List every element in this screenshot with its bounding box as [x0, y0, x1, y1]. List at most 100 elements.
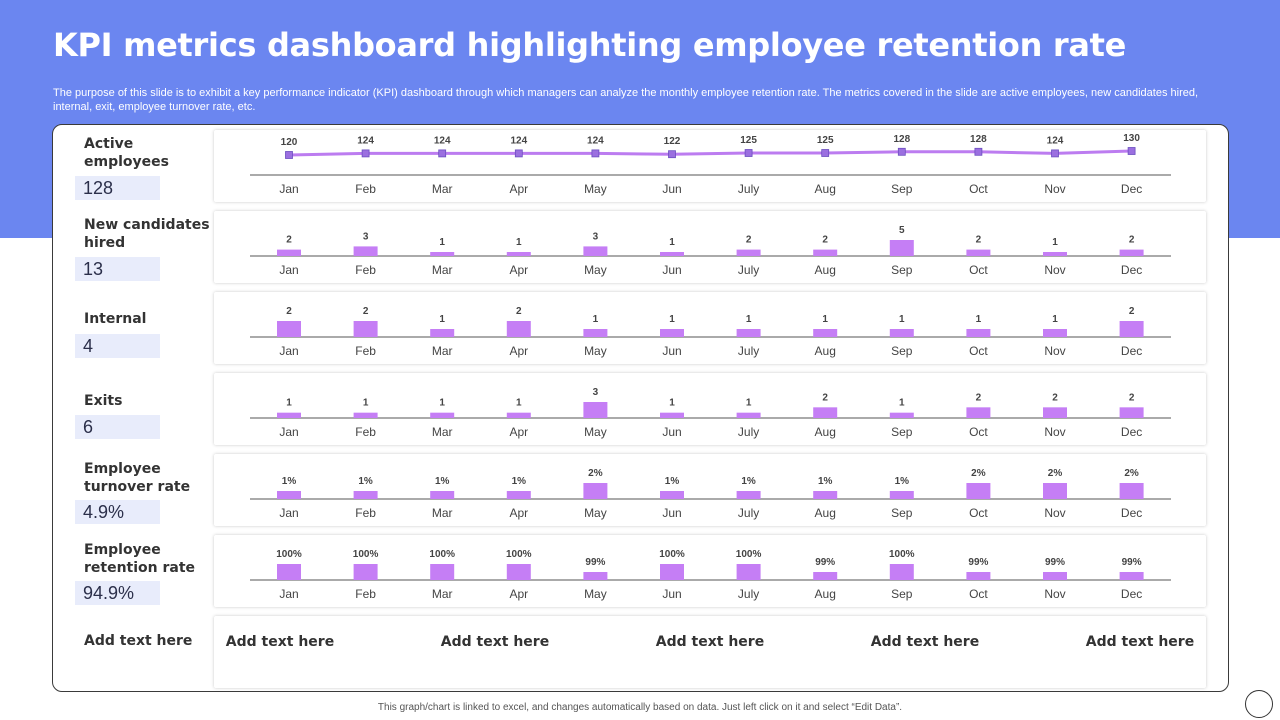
metric-value-exits: 6 [75, 415, 160, 439]
tick-label-apr: Apr [509, 506, 528, 520]
tick-label-aug: Aug [815, 425, 836, 439]
data-label: 2 [976, 392, 982, 403]
bar [736, 564, 761, 580]
bar [813, 491, 838, 499]
data-label: 1% [895, 476, 910, 487]
metric-value-new-candidates: 13 [75, 257, 160, 281]
tick-label-nov: Nov [1044, 263, 1065, 277]
bar [1119, 321, 1144, 337]
chart-panel-active-employees [214, 130, 1206, 202]
tick-label-aug: Aug [815, 344, 836, 358]
bar [1043, 407, 1067, 418]
bar [889, 564, 914, 580]
tick-label-apr: Apr [509, 182, 528, 196]
bar [430, 564, 455, 580]
bar [353, 491, 378, 499]
bar [813, 572, 838, 580]
data-label: 1% [435, 476, 450, 487]
tick-label-aug: Aug [815, 506, 836, 520]
tick-label-sep: Sep [891, 182, 913, 196]
bar [277, 249, 301, 256]
tick-label-mar: Mar [432, 425, 453, 439]
bar [813, 329, 838, 337]
data-label: 125 [740, 135, 757, 146]
tick-label-feb: Feb [355, 263, 376, 277]
chart-active-employees: Jan Feb Mar Apr May Jun July Aug Sep Oct Nov Dec 120… [250, 133, 1171, 196]
data-label: 100% [353, 549, 379, 560]
data-label: 1 [439, 237, 445, 248]
tick-label-may: May [584, 425, 607, 439]
add-text-4: Add text here [870, 634, 980, 650]
bar [353, 246, 378, 256]
data-point [744, 149, 753, 157]
data-label: 124 [587, 135, 604, 146]
data-label: 2% [588, 468, 603, 479]
tick-label-dec: Dec [1121, 425, 1142, 439]
tick-label-jan: Jan [279, 587, 298, 601]
tick-label-sep: Sep [891, 344, 913, 358]
bar [889, 491, 914, 499]
data-label: 2 [746, 235, 752, 246]
tick-label-jan: Jan [279, 182, 298, 196]
data-label: 1% [512, 476, 527, 487]
tick-label-oct: Oct [969, 182, 988, 196]
bar [506, 412, 531, 418]
data-label: 5 [899, 225, 905, 236]
tick-label-mar: Mar [432, 182, 453, 196]
tick-label-oct: Oct [969, 587, 988, 601]
data-label: 1 [899, 314, 905, 325]
data-point [1051, 149, 1059, 158]
tick-label-jan: Jan [279, 425, 298, 439]
data-label: 124 [510, 135, 527, 146]
data-label: 99% [585, 557, 605, 568]
bar [353, 321, 378, 337]
tick-label-jun: Jun [662, 587, 681, 601]
tick-label-feb: Feb [355, 506, 376, 520]
data-label: 120 [281, 137, 298, 148]
bar [966, 483, 991, 499]
tick-label-oct: Oct [969, 506, 988, 520]
data-label: 2 [516, 306, 522, 317]
data-label: 1 [669, 398, 675, 409]
add-row-label: Add text here [84, 633, 193, 649]
data-label: 1 [1052, 237, 1058, 248]
data-label: 124 [1047, 135, 1064, 146]
tick-label-nov: Nov [1044, 506, 1065, 520]
data-label: 2% [1124, 468, 1139, 479]
tick-label-july: July [738, 182, 759, 196]
data-label: 100% [506, 549, 532, 560]
metric-value-active-employees: 128 [75, 176, 160, 200]
data-label: 1 [669, 314, 675, 325]
data-point [974, 147, 983, 156]
data-label: 1% [818, 476, 833, 487]
data-label: 100% [659, 549, 685, 560]
tick-label-dec: Dec [1121, 182, 1142, 196]
page-subtitle: The purpose of this slide is to exhibit … [53, 87, 1199, 113]
data-label: 2% [971, 468, 986, 479]
tick-label-mar: Mar [432, 587, 453, 601]
data-label: 1 [746, 398, 752, 409]
bar [583, 246, 608, 256]
bar [1043, 252, 1067, 256]
bar [1119, 483, 1144, 499]
tick-label-sep: Sep [891, 506, 913, 520]
tick-label-mar: Mar [432, 263, 453, 277]
data-point [897, 147, 906, 156]
bar [430, 329, 455, 337]
tick-label-apr: Apr [509, 587, 528, 601]
bar [583, 572, 608, 580]
data-label: 1% [282, 476, 297, 487]
tick-label-jun: Jun [662, 506, 681, 520]
metric-value-internal: 4 [75, 334, 160, 358]
bar [1119, 572, 1144, 580]
tick-label-dec: Dec [1121, 263, 1142, 277]
tick-label-nov: Nov [1044, 587, 1065, 601]
chart-panel-internal [214, 292, 1206, 364]
tick-label-feb: Feb [355, 425, 376, 439]
data-label: 99% [1045, 557, 1065, 568]
bar [660, 252, 684, 256]
data-label: 1 [822, 314, 828, 325]
data-label: 2 [1129, 392, 1135, 403]
metric-label-active-employees: Active employees [84, 136, 169, 170]
data-label: 2% [1048, 468, 1063, 479]
